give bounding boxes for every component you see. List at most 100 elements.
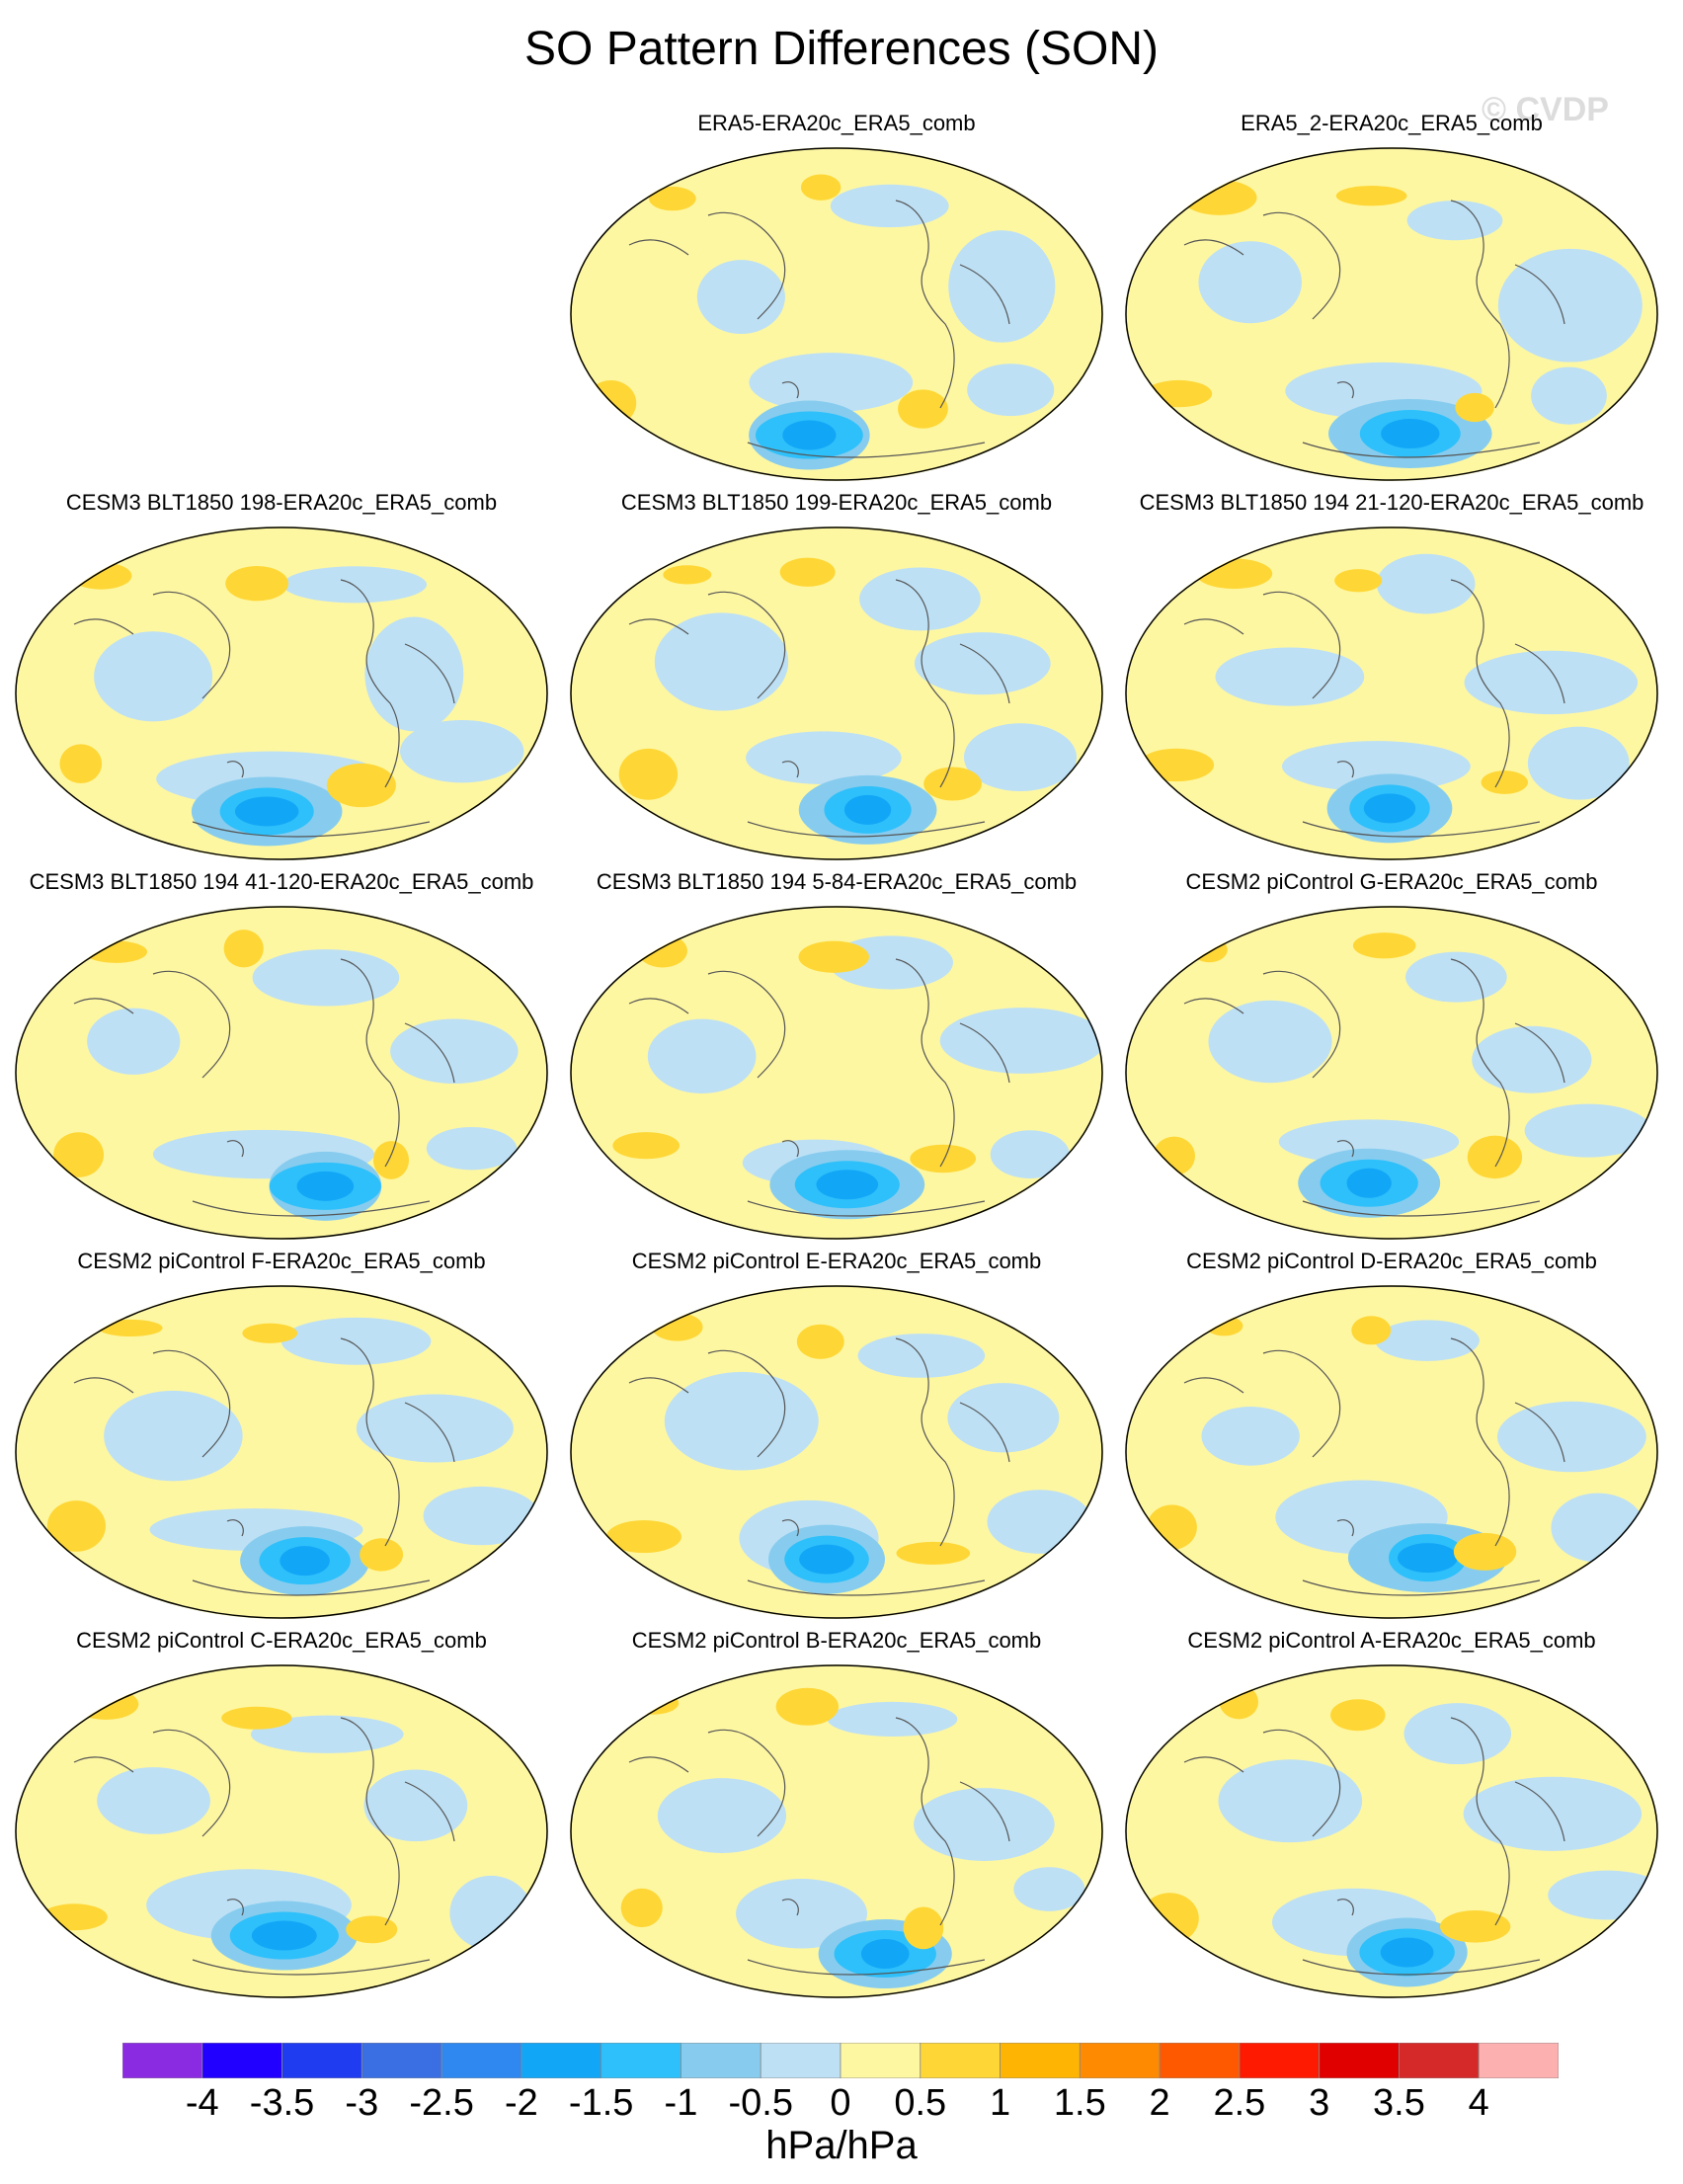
coastline <box>1514 643 1565 704</box>
coastline <box>1514 1402 1565 1463</box>
negative-anomaly-region <box>426 1126 518 1171</box>
colorbar-tick-label: -3.5 <box>249 2082 315 2124</box>
colorbar-swatch <box>920 2043 1001 2078</box>
negative-anomaly-region <box>1278 1119 1460 1165</box>
coastline <box>404 1022 455 1084</box>
coastline <box>226 1899 244 1916</box>
negative-anomaly-core <box>234 796 299 827</box>
negative-anomaly-region <box>449 1875 532 1951</box>
positive-anomaly-region <box>1138 748 1215 782</box>
negative-anomaly-core <box>251 1920 317 1951</box>
positive-anomaly-region <box>1153 1136 1195 1176</box>
panel-title: CESM2 piControl E-ERA20c_ERA5_comb <box>631 1249 1042 1273</box>
coastline <box>707 970 786 1079</box>
coastline <box>895 1717 955 1926</box>
negative-anomaly-region <box>859 567 981 631</box>
map-globe <box>15 1285 548 1619</box>
coastline <box>1336 1899 1354 1916</box>
positive-anomaly-region <box>223 930 264 968</box>
negative-anomaly-region <box>87 1008 181 1075</box>
positive-anomaly-region <box>360 1538 404 1572</box>
coastline <box>192 1200 431 1217</box>
globe-outline <box>15 1664 548 1998</box>
negative-anomaly-region <box>947 1383 1060 1453</box>
negative-anomaly-region <box>1198 241 1302 324</box>
globe-outline <box>15 906 548 1240</box>
positive-anomaly-region <box>1335 186 1407 206</box>
negative-anomaly-region <box>948 230 1056 343</box>
positive-anomaly-region <box>326 763 396 808</box>
coastline <box>1302 442 1541 458</box>
coastline <box>73 1756 134 1773</box>
map-panel: CESM3 BLT1850 194 41-120-ERA20c_ERA5_com… <box>5 869 558 1245</box>
map-panel: CESM3 BLT1850 194 5-84-ERA20c_ERA5_comb <box>560 869 1113 1245</box>
colorbar-tick-label: 3.5 <box>1373 2082 1425 2124</box>
map-panel: CESM2 piControl F-ERA20c_ERA5_comb <box>5 1249 558 1624</box>
colorbar-swatch <box>1478 2043 1559 2078</box>
negative-anomaly-region <box>1524 1103 1652 1158</box>
negative-anomaly-core <box>1398 1543 1458 1574</box>
negative-anomaly-region <box>282 566 428 604</box>
positive-anomaly-region <box>796 1324 844 1359</box>
coastline <box>340 579 400 788</box>
map-panel: CESM2 piControl D-ERA20c_ERA5_comb <box>1115 1249 1668 1624</box>
negative-anomaly-region <box>1281 741 1471 792</box>
coastline <box>895 200 955 409</box>
coastline <box>781 1899 799 1916</box>
positive-anomaly-region <box>779 557 836 587</box>
coastline <box>628 998 689 1014</box>
map-panel: ERA5_2-ERA20c_ERA5_comb <box>1115 111 1668 486</box>
negative-anomaly-region <box>423 1486 539 1546</box>
coastline <box>1336 1140 1354 1158</box>
negative-anomaly-core <box>280 1546 330 1577</box>
negative-anomaly-region <box>664 1371 819 1471</box>
positive-anomaly-region <box>620 1888 663 1928</box>
negative-anomaly-region <box>990 1130 1070 1178</box>
map-globe <box>1125 1285 1658 1619</box>
coastline <box>192 1959 431 1976</box>
colorbar-swatch <box>1000 2043 1081 2078</box>
negative-anomaly-region <box>736 1879 868 1949</box>
colorbar-swatch <box>201 2043 282 2078</box>
coastline <box>73 1377 134 1394</box>
coastline <box>152 970 231 1079</box>
positive-anomaly-region <box>40 1903 108 1931</box>
coastline <box>152 1349 231 1458</box>
panel-title: CESM3 BLT1850 198-ERA20c_ERA5_comb <box>65 490 498 515</box>
colorbar-swatch <box>361 2043 442 2078</box>
coastline <box>192 1579 431 1596</box>
panel-title: CESM3 BLT1850 199-ERA20c_ERA5_comb <box>620 490 1053 515</box>
colorbar-tick-label: 0 <box>830 2082 851 2124</box>
coastline <box>781 1140 799 1158</box>
coastline <box>1450 1717 1510 1926</box>
coastline <box>1336 761 1354 778</box>
negative-anomaly-region <box>1531 366 1607 425</box>
negative-anomaly-region <box>251 1715 404 1753</box>
coastline <box>959 1022 1010 1084</box>
negative-anomaly-region <box>1375 1320 1480 1361</box>
panel-title: CESM3 BLT1850 194 21-120-ERA20c_ERA5_com… <box>1139 490 1644 515</box>
coastline <box>747 1959 986 1976</box>
panel-title: CESM3 BLT1850 194 5-84-ERA20c_ERA5_comb <box>596 869 1078 894</box>
negative-anomaly-region <box>1218 1759 1363 1843</box>
watermark: © CVDP <box>1482 91 1609 128</box>
map-globe <box>1125 526 1658 860</box>
coastline <box>895 1337 955 1547</box>
coastline <box>959 1402 1010 1463</box>
negative-anomaly-core <box>1363 793 1416 824</box>
map-panel: CESM3 BLT1850 194 21-120-ERA20c_ERA5_com… <box>1115 490 1668 865</box>
positive-anomaly-region <box>1439 1910 1511 1943</box>
positive-anomaly-region <box>649 186 696 211</box>
map-panel: CESM2 piControl A-ERA20c_ERA5_comb <box>1115 1628 1668 2003</box>
coastline <box>226 1140 244 1158</box>
coastline <box>1302 1200 1541 1217</box>
globe-outline <box>1125 1285 1658 1619</box>
negative-anomaly-region <box>914 632 1051 695</box>
positive-anomaly-region <box>1455 392 1494 423</box>
coastline <box>747 821 986 838</box>
negative-anomaly-region <box>1464 650 1639 715</box>
coastline <box>404 643 455 704</box>
positive-anomaly-region <box>1330 1699 1386 1732</box>
coastline <box>781 761 799 778</box>
coastline <box>628 618 689 635</box>
